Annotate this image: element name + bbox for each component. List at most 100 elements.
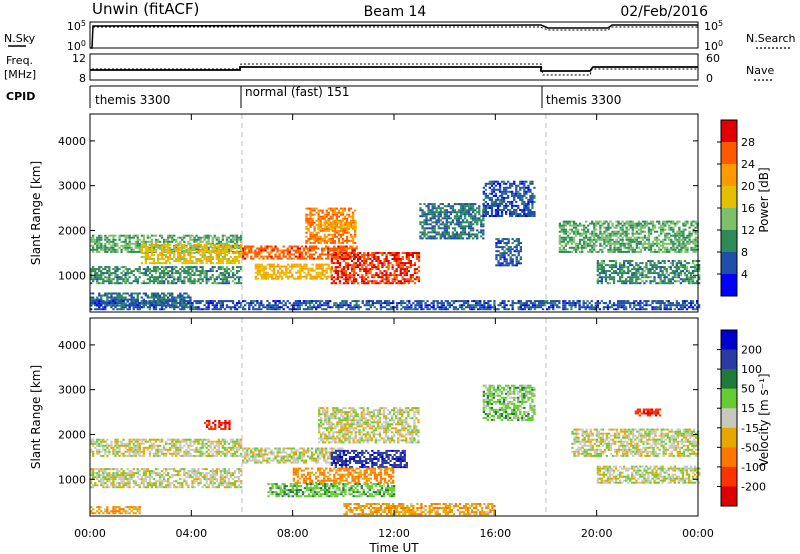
- scatter-cell: [171, 272, 174, 275]
- scatter-cell: [343, 249, 346, 252]
- scatter-cell: [346, 226, 349, 229]
- scatter-cell: [160, 270, 164, 273]
- scatter-cell: [240, 306, 243, 309]
- scatter-cell: [237, 256, 241, 258]
- scatter-cell: [130, 236, 133, 239]
- scatter-cell: [381, 280, 384, 283]
- scatter-cell: [486, 202, 489, 205]
- scatter-cell: [311, 219, 314, 222]
- scatter-cell: [229, 250, 233, 252]
- scatter-cell: [337, 215, 341, 218]
- scatter-cell: [385, 280, 388, 283]
- scatter-cell: [562, 230, 565, 233]
- scatter-cell: [171, 300, 174, 303]
- scatter-cell: [371, 256, 374, 258]
- scatter-cell: [235, 282, 239, 285]
- scatter-cell: [639, 228, 642, 231]
- scatter-cell: [301, 265, 304, 268]
- scatter-cell: [463, 217, 467, 220]
- scatter-cell: [529, 215, 532, 217]
- scatter-cell: [327, 213, 330, 216]
- scatter-cell: [593, 234, 596, 237]
- scatter-cell: [308, 302, 312, 305]
- scatter-cell: [639, 268, 642, 271]
- scatter-cell: [112, 248, 115, 251]
- scatter-cell: [240, 276, 243, 279]
- date-title: 02/Feb/2016: [620, 4, 708, 20]
- scatter-cell: [126, 236, 129, 239]
- scatter-cell: [197, 236, 200, 239]
- scatter-cell: [309, 207, 312, 210]
- scatter-cell: [379, 282, 382, 285]
- scatter-cell: [128, 306, 131, 309]
- scatter-cell: [185, 262, 188, 265]
- scatter-cell: [615, 226, 618, 229]
- scatter-cell: [371, 254, 374, 256]
- scatter-cell: [325, 302, 328, 305]
- scatter-cell: [227, 268, 231, 271]
- scatter-cell: [90, 240, 93, 243]
- scatter-cell: [321, 217, 324, 220]
- scatter-cell: [323, 249, 326, 252]
- scatter-cell: [560, 236, 563, 239]
- scatter-cell: [264, 306, 267, 309]
- scatter-cell: [298, 255, 301, 258]
- scatter-cell: [305, 263, 308, 266]
- scatter-cell: [254, 275, 257, 278]
- scatter-cell: [126, 234, 129, 237]
- scatter-cell: [443, 235, 446, 238]
- scatter-cell: [144, 256, 147, 258]
- scatter-cell: [295, 263, 298, 266]
- scatter-cell: [603, 220, 606, 223]
- scatter-cell: [307, 207, 310, 210]
- scatter-cell: [96, 246, 99, 249]
- scatter-cell: [299, 275, 302, 278]
- scatter-cell: [256, 251, 259, 254]
- scatter-cell: [413, 270, 417, 273]
- scatter-cell: [627, 260, 630, 262]
- scatter-cell: [643, 220, 647, 223]
- scatter-cell: [433, 211, 436, 214]
- scatter-cell: [223, 243, 227, 246]
- scatter-cell: [663, 262, 666, 265]
- scatter-cell: [690, 246, 693, 249]
- scatter-cell: [361, 264, 364, 267]
- scatter-cell: [597, 220, 600, 223]
- scatter-cell: [600, 266, 603, 269]
- scatter-cell: [128, 244, 131, 247]
- scatter-cell: [104, 280, 107, 283]
- scatter-cell: [490, 188, 494, 191]
- scatter-cell: [237, 280, 241, 283]
- scatter-cell: [387, 274, 390, 277]
- scatter-cell: [223, 256, 227, 258]
- scatter-cell: [667, 280, 670, 283]
- scatter-cell: [633, 250, 636, 253]
- scatter-cell: [333, 233, 336, 236]
- scatter-cell: [305, 215, 308, 218]
- scatter-cell: [453, 233, 457, 236]
- scatter-cell: [578, 238, 582, 241]
- scatter-cell: [621, 236, 624, 239]
- scatter-cell: [564, 238, 567, 241]
- scatter-cell: [484, 182, 487, 185]
- scatter-cell: [152, 306, 156, 309]
- scatter-cell: [199, 272, 202, 275]
- scatter-cell: [591, 230, 594, 233]
- scatter-cell: [90, 238, 93, 241]
- scatter-cell: [213, 247, 216, 250]
- scatter-cell: [625, 266, 628, 269]
- scatter-cell: [231, 252, 235, 254]
- scatter-cell: [519, 242, 522, 245]
- scatter-cell: [233, 262, 237, 265]
- scatter-cell: [237, 266, 241, 269]
- scatter-cell: [616, 268, 620, 271]
- scatter-cell: [183, 254, 186, 256]
- scatter-cell: [217, 256, 220, 258]
- scatter-cell: [201, 280, 204, 283]
- scatter-cell: [338, 262, 342, 265]
- scatter-cell: [509, 186, 512, 189]
- scatter-cell: [329, 247, 332, 250]
- scatter-cell: [635, 276, 638, 279]
- scatter-cell: [324, 224, 327, 227]
- scatter-cell: [154, 300, 158, 303]
